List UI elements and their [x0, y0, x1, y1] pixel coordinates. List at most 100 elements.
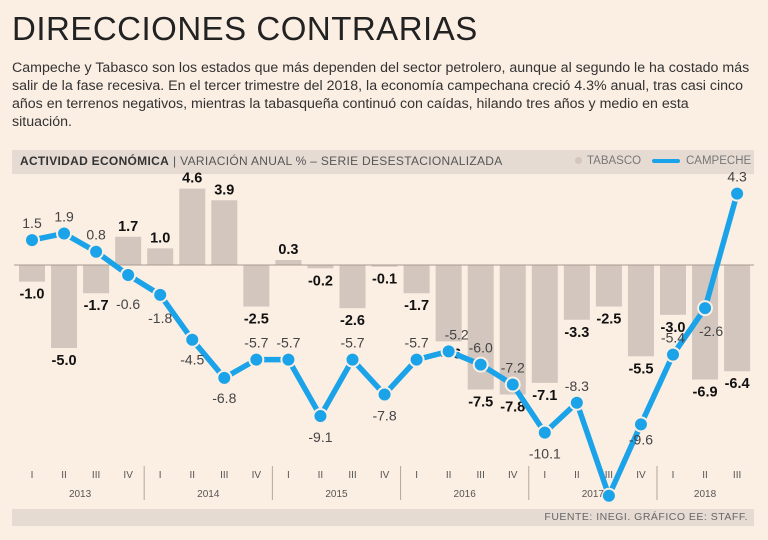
tabasco-value-label: 1.0	[150, 230, 170, 246]
campeche-value-label: -4.5	[180, 352, 204, 368]
quarter-tick-label: II	[318, 470, 324, 481]
campeche-line-icon	[652, 158, 680, 163]
campeche-value-label: -0.6	[116, 296, 140, 312]
campeche-value-label: 1.9	[54, 208, 74, 224]
tabasco-value-label: -5.5	[628, 361, 653, 377]
campeche-point	[536, 424, 553, 441]
tabasco-bar	[51, 265, 78, 348]
tabasco-value-label: -7.8	[500, 399, 525, 415]
year-tick-label: 2016	[454, 489, 477, 500]
tabasco-value-label: -6.4	[725, 376, 750, 392]
tabasco-value-label: -1.0	[20, 287, 45, 303]
quarter-tick-label: I	[159, 470, 162, 481]
campeche-value-label: -6.8	[212, 390, 236, 406]
quarter-tick-label: IV	[380, 470, 390, 481]
tabasco-bar	[211, 200, 238, 265]
campeche-value-label: -5.7	[276, 335, 300, 351]
campeche-point	[729, 185, 746, 202]
source-note: FUENTE: INEGI. GRÁFICO EE: STAFF.	[544, 511, 748, 523]
campeche-value-label: -9.1	[308, 429, 332, 445]
tabasco-value-label: 4.6	[182, 171, 202, 187]
campeche-point	[184, 331, 201, 348]
quarter-tick-label: II	[189, 470, 195, 481]
tabasco-bar	[724, 265, 751, 372]
quarter-tick-label: II	[61, 470, 67, 481]
campeche-value-label: -5.7	[244, 335, 268, 351]
tabasco-value-label: 0.3	[278, 242, 298, 258]
intro-paragraph: Campeche y Tabasco son los estados que m…	[12, 60, 750, 130]
tabasco-value-label: 3.9	[214, 182, 234, 198]
quarter-tick-label: II	[446, 470, 452, 481]
campeche-point	[697, 300, 714, 317]
campeche-points	[24, 185, 746, 504]
tabasco-bar	[307, 265, 334, 269]
tabasco-value-label: -5.0	[52, 353, 77, 369]
campeche-value-label: 4.3	[727, 169, 747, 185]
campeche-point	[665, 346, 681, 363]
tabasco-bar	[83, 265, 110, 294]
quarter-tick-label: IV	[252, 470, 262, 481]
tabasco-bar	[115, 236, 142, 265]
tabasco-value-label: -0.1	[372, 272, 397, 288]
tabasco-bar	[627, 265, 654, 357]
source-band: FUENTE: INEGI. GRÁFICO EE: STAFF.	[12, 509, 754, 526]
tabasco-value-label: -2.6	[340, 313, 365, 329]
quarter-tick-label: I	[31, 470, 34, 481]
campeche-value-label: -10.1	[529, 446, 561, 462]
quarter-tick-label: IV	[508, 470, 518, 481]
campeche-point	[632, 416, 649, 433]
year-tick-label: 2014	[197, 489, 220, 500]
quarter-tick-label: III	[733, 470, 741, 481]
tabasco-value-label: -1.7	[404, 298, 429, 314]
tabasco-bar	[339, 265, 366, 309]
campeche-value-label: -9.6	[629, 431, 653, 447]
campeche-point	[152, 286, 169, 303]
campeche-point	[24, 232, 40, 249]
tabasco-value-label: -7.5	[468, 395, 493, 411]
tabasco-bar	[243, 265, 270, 307]
year-tick-label: 2018	[694, 489, 717, 500]
tabasco-bar	[595, 265, 622, 307]
campeche-point	[504, 376, 521, 393]
header-separator: |	[173, 154, 177, 168]
tabasco-value-label: 1.7	[118, 219, 138, 235]
campeche-point	[472, 356, 489, 373]
campeche-point	[408, 351, 425, 368]
quarter-tick-label: II	[702, 470, 708, 481]
campeche-value-labels: 1.5 1.9 0.8 -0.6 -1.8 -4.5 -6.8 -5.7 -5.7 -9.1 -5.…	[22, 169, 747, 525]
quarter-tick-label: III	[605, 470, 613, 481]
tabasco-value-label: -1.7	[84, 298, 109, 314]
tabasco-value-label: -7.1	[532, 388, 557, 404]
tabasco-value-label: -6.9	[693, 385, 718, 401]
year-tick-label: 2017	[582, 489, 605, 500]
legend-campeche-label: CAMPECHE	[686, 155, 752, 167]
tabasco-bar	[660, 265, 686, 315]
campeche-value-label: -5.7	[340, 335, 364, 351]
campeche-value-label: -1.8	[148, 310, 172, 326]
campeche-point	[120, 266, 137, 283]
tabasco-bars	[19, 188, 751, 395]
x-axis: I II III IV I II III IV I II III IV I II III IV I II III IV…	[31, 466, 741, 500]
tabasco-bar	[179, 188, 206, 265]
campeche-point	[56, 225, 73, 242]
campeche-value-label: -5.7	[405, 335, 429, 351]
quarter-tick-label: I	[672, 470, 675, 481]
tabasco-value-label: -3.0	[661, 320, 686, 336]
campeche-value-label: -8.3	[565, 378, 589, 394]
indicator-label: ACTIVIDAD ECONÓMICA	[20, 154, 170, 168]
tabasco-bar	[531, 265, 558, 383]
campeche-value-label: -5.4	[661, 330, 685, 346]
tabasco-bar	[499, 265, 526, 395]
campeche-value-label: -2.6	[699, 323, 723, 339]
campeche-point	[88, 243, 105, 260]
tabasco-value-label: -3.3	[564, 325, 589, 341]
tabasco-bar	[403, 265, 430, 294]
tabasco-value-label: -2.5	[596, 312, 621, 328]
campeche-value-label: -6.0	[469, 340, 493, 356]
campeche-point	[280, 351, 297, 368]
campeche-value-label: 0.8	[86, 227, 106, 243]
campeche-point	[216, 369, 233, 386]
tabasco-bar	[147, 248, 174, 265]
campeche-point	[344, 351, 361, 368]
